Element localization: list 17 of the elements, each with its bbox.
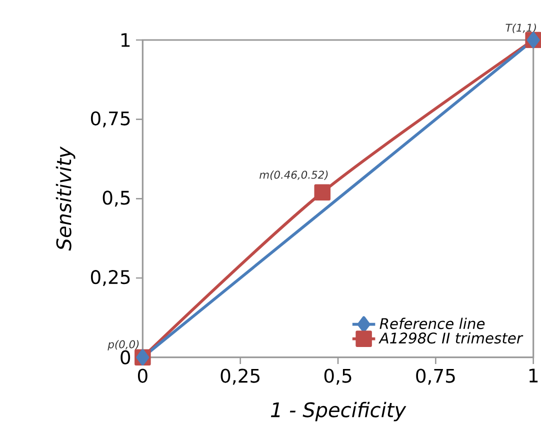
legend-label: Reference line bbox=[380, 318, 485, 330]
y-tick-label: 0,75 bbox=[90, 111, 130, 128]
y-tick-label: 1 bbox=[121, 33, 130, 47]
y-tick-label: 0 bbox=[120, 350, 130, 364]
y-tick-label: 0,5 bbox=[102, 190, 130, 207]
y-axis-title: Sensitivity bbox=[56, 146, 76, 251]
annotation: p(0,0) bbox=[108, 340, 139, 350]
y-tick-label: 0,25 bbox=[90, 270, 130, 286]
legend-label: A1298C II trimester bbox=[378, 332, 524, 344]
x-tick-label: 0,25 bbox=[220, 368, 260, 385]
x-tick-label: 0,5 bbox=[324, 368, 352, 385]
annotation: T(1,1) bbox=[506, 24, 536, 34]
annotation: m(0.46,0.52) bbox=[260, 170, 328, 180]
x-tick-label: 0 bbox=[138, 368, 148, 383]
x-axis-title: 1 - Specificity bbox=[270, 402, 406, 422]
x-tick-label: 1 bbox=[529, 368, 538, 382]
x-tick-label: 0,75 bbox=[416, 368, 455, 385]
